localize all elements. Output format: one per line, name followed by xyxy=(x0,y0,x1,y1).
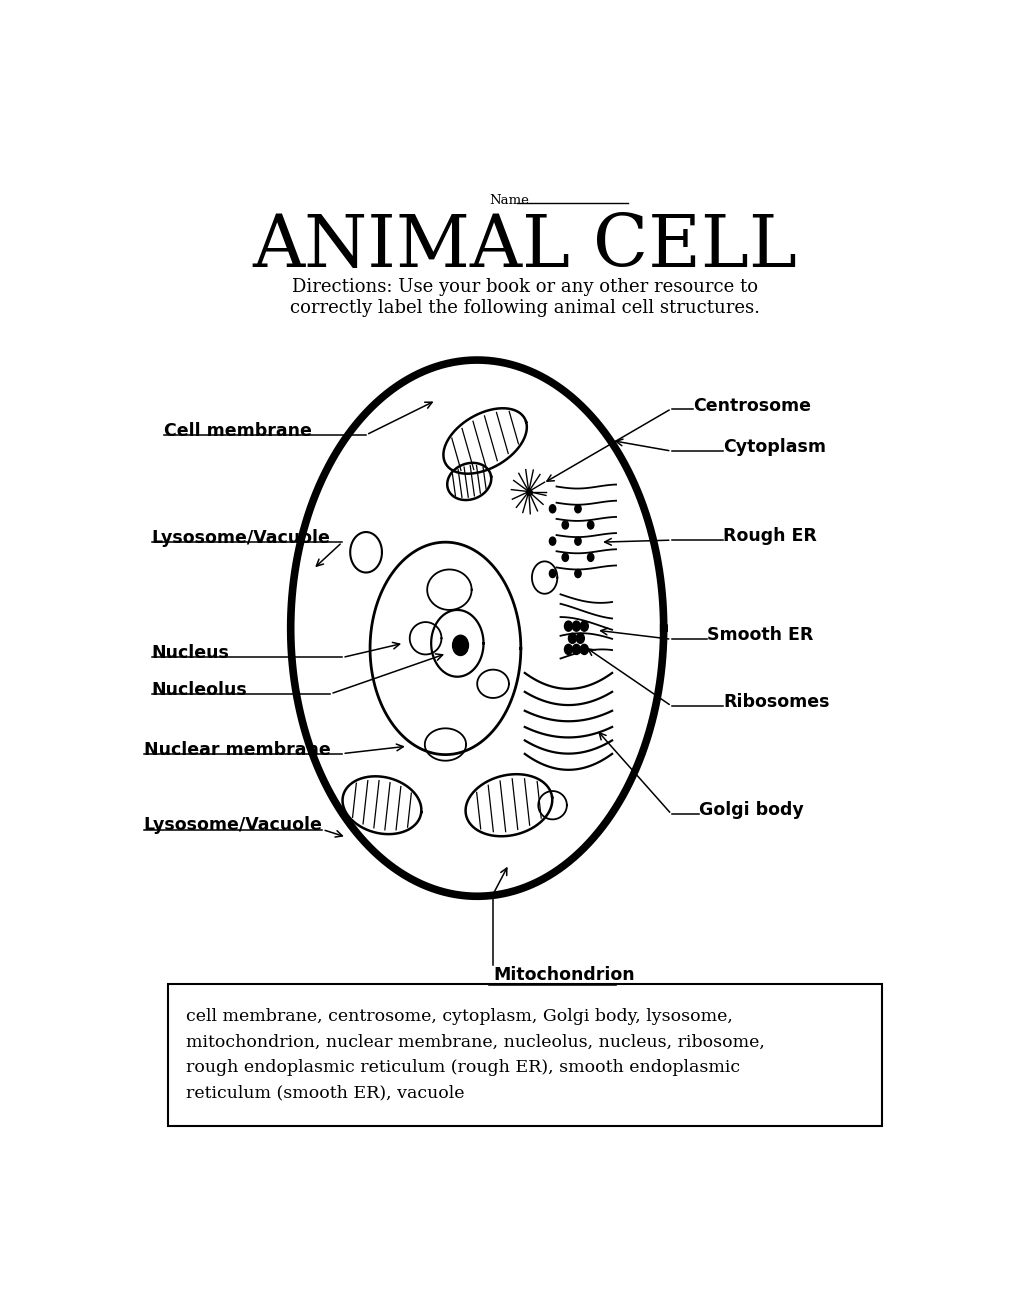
Text: Cell membrane: Cell membrane xyxy=(164,422,311,440)
Text: Centrosome: Centrosome xyxy=(693,397,811,414)
Circle shape xyxy=(453,635,468,656)
Text: Lysosome/Vacuole: Lysosome/Vacuole xyxy=(143,816,323,834)
Text: Mitochondrion: Mitochondrion xyxy=(494,966,635,984)
Text: Smooth ER: Smooth ER xyxy=(708,627,814,644)
Text: Cytoplasm: Cytoplasm xyxy=(723,438,826,456)
Circle shape xyxy=(572,622,581,631)
Circle shape xyxy=(581,644,588,654)
Circle shape xyxy=(574,537,582,545)
Text: Rough ER: Rough ER xyxy=(723,527,817,545)
Circle shape xyxy=(562,553,568,561)
Circle shape xyxy=(550,569,556,578)
Text: Nucleus: Nucleus xyxy=(152,644,229,662)
Circle shape xyxy=(568,633,577,644)
Circle shape xyxy=(588,520,594,530)
Circle shape xyxy=(574,505,582,512)
Text: Name: Name xyxy=(489,193,529,206)
Text: Nucleolus: Nucleolus xyxy=(152,681,248,699)
Circle shape xyxy=(562,520,568,530)
Circle shape xyxy=(550,505,556,512)
Text: cell membrane, centrosome, cytoplasm, Golgi body, lysosome,
mitochondrion, nucle: cell membrane, centrosome, cytoplasm, Go… xyxy=(186,1008,765,1102)
Circle shape xyxy=(574,569,582,578)
Circle shape xyxy=(577,633,585,644)
Text: ANIMAL CELL: ANIMAL CELL xyxy=(252,212,798,283)
Text: Ribosomes: Ribosomes xyxy=(723,692,829,711)
Circle shape xyxy=(581,622,588,631)
Circle shape xyxy=(564,622,572,631)
Text: Golgi body: Golgi body xyxy=(699,802,804,819)
Circle shape xyxy=(588,553,594,561)
Text: Lysosome/Vacuole: Lysosome/Vacuole xyxy=(152,530,331,547)
FancyBboxPatch shape xyxy=(168,984,882,1126)
Circle shape xyxy=(550,537,556,545)
Circle shape xyxy=(564,644,572,654)
Text: Nuclear membrane: Nuclear membrane xyxy=(143,741,331,758)
Text: Directions: Use your book or any other resource to
correctly label the following: Directions: Use your book or any other r… xyxy=(290,277,760,317)
Circle shape xyxy=(572,644,581,654)
